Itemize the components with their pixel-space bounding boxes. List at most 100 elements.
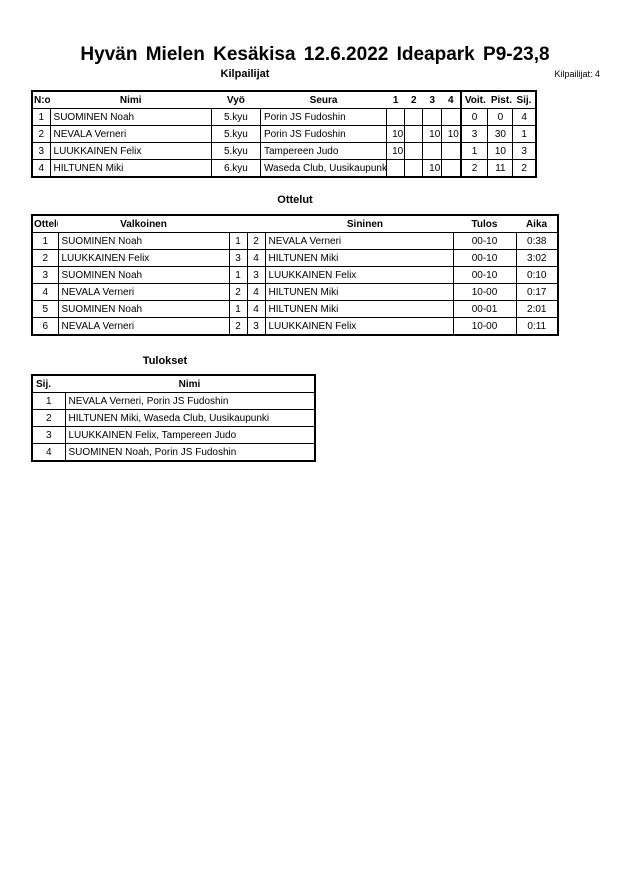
table-cell: NEVALA Verneri (49, 125, 212, 143)
table-cell: 10 (386, 125, 406, 143)
table-row: 5 SUOMINEN Noah 1 4 HILTUNEN Miki 00-01 2:01 (31, 300, 559, 318)
column-header: Sininen (229, 214, 453, 233)
table-cell: 3 (246, 317, 266, 336)
table-row: 2 HILTUNEN Miki, Waseda Club, Uusikaupunk… (31, 409, 316, 427)
table-cell: 3 (31, 266, 59, 284)
table-row: 3 LUUKKAINEN Felix 5.kyu Tampereen Judo 10 1 1… (31, 142, 537, 160)
table-cell: 1 (228, 266, 248, 284)
table-cell: 10-00 (452, 283, 517, 301)
table-cell: Tampereen Judo (259, 142, 388, 160)
table-cell: LUUKKAINEN Felix, Tampereen Judo (64, 426, 316, 444)
table-cell (404, 159, 424, 178)
competitors-table: N:o Nimi Vyö Seura 1 2 3 4 Voit. Pist. Sij. 1 SUOMI… (31, 90, 537, 178)
table-cell: 6 (31, 317, 59, 336)
table-cell: HILTUNEN Miki (264, 300, 454, 318)
table-cell: 10 (386, 142, 406, 160)
table-cell: NEVALA Verneri (57, 283, 230, 301)
column-header: Sij. (32, 374, 65, 393)
table-cell: HILTUNEN Miki (264, 283, 454, 301)
column-header: Vyö (211, 90, 261, 109)
table-cell: LUUKKAINEN Felix (49, 142, 212, 160)
table-cell: LUUKKAINEN Felix (264, 317, 454, 336)
column-header: Valkoinen (58, 214, 229, 233)
table-cell: 3 (31, 142, 51, 160)
table-cell: 2 (246, 232, 266, 250)
table-cell (422, 108, 443, 126)
column-header: Nimi (65, 374, 315, 393)
table-cell: 1 (228, 300, 248, 318)
table-cell: 5.kyu (210, 125, 261, 143)
table-cell: 4 (246, 300, 266, 318)
table-cell: 3 (512, 142, 537, 160)
table-row: 6 NEVALA Verneri 2 3 LUUKKAINEN Felix 10-00 0:… (31, 317, 559, 336)
table-cell: 10 (422, 125, 443, 143)
table-cell: LUUKKAINEN Felix (57, 249, 230, 267)
table-cell: 4 (31, 443, 66, 462)
table-cell: 1 (459, 142, 489, 160)
table-row: 3 SUOMINEN Noah 1 3 LUUKKAINEN Felix 00-10 0:1… (31, 266, 559, 284)
table-cell: 00-01 (452, 300, 517, 318)
matches-heading: Ottelut (277, 194, 313, 206)
column-header: Aika (516, 214, 558, 233)
table-cell: 2 (31, 249, 59, 267)
table-cell: 1 (31, 232, 59, 250)
table-cell: Waseda Club, Uusikaupunki (259, 159, 388, 178)
table-cell: 10 (487, 142, 514, 160)
column-header: Ottelu (32, 214, 58, 233)
table-cell: LUUKKAINEN Felix (264, 266, 454, 284)
table-row: 2 LUUKKAINEN Felix 3 4 HILTUNEN Miki 00-10 3:0… (31, 249, 559, 267)
column-header: Sij. (512, 90, 536, 109)
table-row: 4 NEVALA Verneri 2 4 HILTUNEN Miki 10-00 0:17 (31, 283, 559, 301)
table-row: 1 SUOMINEN Noah 1 2 NEVALA Verneri 00-10 0:38 (31, 232, 559, 250)
table-cell: 5 (31, 300, 59, 318)
table-cell: 4 (246, 283, 266, 301)
table-cell: 0 (487, 108, 514, 126)
table-cell: SUOMINEN Noah (57, 266, 230, 284)
table-cell: 3 (246, 266, 266, 284)
column-header: 4 (441, 90, 461, 109)
table-cell (404, 142, 424, 160)
table-cell: 2 (228, 317, 248, 336)
table-row: 4 SUOMINEN Noah, Porin JS Fudoshin (31, 443, 316, 462)
table-cell: HILTUNEN Miki (264, 249, 454, 267)
table-row: 1 SUOMINEN Noah 5.kyu Porin JS Fudoshin 0 0 4 (31, 108, 537, 126)
table-cell: 00-10 (452, 249, 517, 267)
table-cell: SUOMINEN Noah (49, 108, 212, 126)
table-cell: SUOMINEN Noah (57, 232, 230, 250)
table-cell: Porin JS Fudoshin (259, 125, 388, 143)
matches-table: OtteluValkoinenSininenTulosAika 1SUOMINE… (31, 214, 559, 336)
table-cell: 2 (512, 159, 537, 178)
column-header: 2 (404, 90, 423, 109)
table-cell: 4 (31, 283, 59, 301)
table-cell: 1 (31, 108, 51, 126)
table-cell: NEVALA Verneri (57, 317, 230, 336)
table-cell: 5.kyu (210, 142, 261, 160)
table-cell (404, 125, 424, 143)
table-cell (441, 142, 462, 160)
table-cell: Porin JS Fudoshin (259, 108, 388, 126)
table-row: 4 HILTUNEN Miki 6.kyu Waseda Club, Uusikaup… (31, 159, 537, 178)
table-cell (404, 108, 424, 126)
table-cell: 11 (487, 159, 514, 178)
table-cell: 00-10 (452, 232, 517, 250)
table-cell: SUOMINEN Noah, Porin JS Fudoshin (64, 443, 316, 462)
table-cell: 6.kyu (210, 159, 261, 178)
table-cell: 10 (422, 159, 443, 178)
table-cell: 0:11 (515, 317, 559, 336)
table-cell (441, 108, 462, 126)
competitor-count: Kilpailijat: 4 (554, 69, 600, 79)
column-header: Voit. (459, 90, 488, 109)
table-cell (422, 142, 443, 160)
column-header: Seura (260, 90, 387, 109)
table-cell: SUOMINEN Noah (57, 300, 230, 318)
table-cell: 0:17 (515, 283, 559, 301)
table-cell (386, 108, 406, 126)
table-cell: 3 (459, 125, 489, 143)
table-cell: 30 (487, 125, 514, 143)
competitors-heading: Kilpailijat (220, 68, 270, 80)
table-cell (441, 159, 462, 178)
table-cell: HILTUNEN Miki, Waseda Club, Uusikaupunki (64, 409, 316, 427)
table-cell: 2 (31, 409, 66, 427)
table-cell: 10-00 (452, 317, 517, 336)
